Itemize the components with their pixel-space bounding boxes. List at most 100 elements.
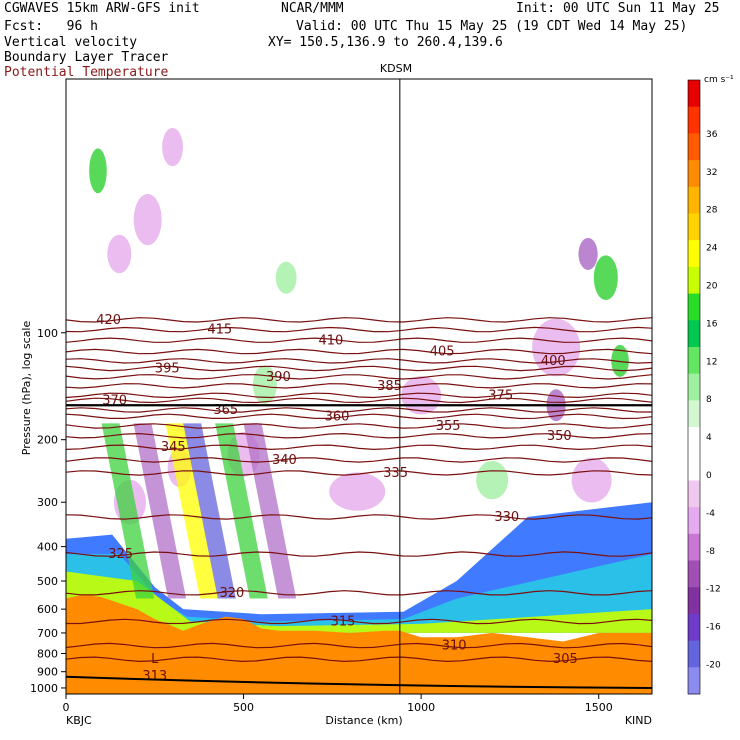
colorbar-frame — [687, 79, 701, 695]
theta-contour-400 — [66, 358, 652, 364]
theta-contour-365 — [66, 407, 652, 413]
colorbar-label--20: -20 — [706, 660, 721, 670]
theta-contour-325 — [66, 551, 652, 557]
theta-label-415: 415 — [207, 323, 232, 338]
theta-label-385: 385 — [377, 379, 402, 394]
theta-contour-415 — [66, 326, 652, 333]
y-tick-label-100: 100 — [37, 327, 58, 340]
velocity-blob-2 — [133, 193, 162, 246]
colorbar-label-20: 20 — [706, 281, 718, 291]
colorbar-swatch-15 — [688, 480, 700, 508]
colorbar-label-0: 0 — [706, 471, 712, 481]
y-tick-label-200: 200 — [37, 434, 58, 447]
colorbar-swatch-8 — [688, 293, 700, 321]
header-model: CGWAVES 15km ARW-GFS init — [4, 1, 200, 16]
x-tick-label-0: 0 — [63, 701, 70, 714]
y-axis: 100 200 300 400 500 600 700 800 900 1000 — [30, 327, 66, 695]
velocity-blob-17 — [275, 261, 297, 294]
y-axis-label: Pressure (hPa), log scale — [20, 321, 33, 456]
colorbar-label-24: 24 — [706, 244, 718, 254]
velocity-blob-0 — [89, 148, 107, 194]
theta-label-340: 340 — [272, 453, 297, 468]
theta-label-390: 390 — [266, 370, 291, 385]
y-tick-label-400: 400 — [37, 541, 58, 554]
theta-contour-350 — [66, 432, 652, 439]
theta-contour-315 — [66, 618, 652, 625]
colorbar-swatch-0 — [688, 80, 700, 108]
colorbar-swatch-11 — [688, 373, 700, 401]
x-axis: 0 500 1000 1500 — [63, 694, 613, 714]
y-tick-label-1000: 1000 — [30, 682, 58, 695]
theta-label-375: 375 — [488, 388, 513, 403]
theta-label-360: 360 — [325, 409, 350, 424]
theta-contour-320 — [66, 590, 652, 596]
colorbar-label-12: 12 — [706, 357, 717, 367]
theta-contour-395 — [66, 365, 652, 372]
velocity-blob-13 — [571, 457, 612, 503]
theta-label-315: 315 — [331, 614, 356, 629]
colorbar-label-36: 36 — [706, 130, 718, 140]
colorbar: 36 32 28 24 20 16 12 8 4 0 -4 -8 -12 -16 -20 — [687, 79, 721, 695]
colorbar-swatch-22 — [688, 667, 700, 695]
shading-layer — [66, 127, 652, 694]
colorbar-swatch-3 — [688, 160, 700, 188]
colorbar-swatch-2 — [688, 133, 700, 161]
plot-frame — [65, 78, 653, 695]
colorbar-swatch-6 — [688, 240, 700, 268]
colorbar-label-16: 16 — [706, 319, 718, 329]
wave-band-4 — [215, 423, 268, 599]
colorbar-label--12: -12 — [706, 585, 721, 595]
velocity-blob-3 — [162, 127, 183, 167]
colorbar-label--16: -16 — [706, 623, 721, 633]
x-axis-label: Distance (km) — [325, 714, 402, 727]
velocity-blob-6 — [329, 472, 386, 511]
boundary-layer-tracer-inner — [66, 554, 652, 633]
theta-contour-345 — [66, 444, 652, 451]
theta-label-395: 395 — [155, 361, 180, 376]
velocity-blob-7 — [532, 318, 581, 377]
colorbar-swatch-18 — [688, 560, 700, 588]
velocity-blob-12 — [476, 460, 509, 500]
theta-contour-385 — [66, 383, 652, 389]
theta-contour-390 — [66, 374, 652, 380]
theta-label-355: 355 — [436, 419, 461, 434]
colorbar-swatch-1 — [688, 106, 700, 134]
wave-band-1 — [133, 423, 187, 599]
ground-line — [66, 675, 652, 689]
colorbar-swatch-12 — [688, 400, 700, 428]
y-tick-label-900: 900 — [37, 666, 58, 679]
theta-contour-405 — [66, 348, 652, 355]
colorbar-swatch-9 — [688, 320, 700, 348]
theta-label-400: 400 — [541, 354, 566, 369]
x-tick-label-1500: 1500 — [585, 701, 613, 714]
velocity-blob-9 — [578, 237, 598, 270]
theta-label-310: 310 — [442, 639, 467, 654]
theta-contour-310 — [66, 642, 652, 649]
wave-band-5 — [243, 423, 297, 599]
colorbar-swatch-16 — [688, 507, 700, 535]
colorbar-swatch-4 — [688, 186, 700, 214]
theta-label-330: 330 — [494, 510, 519, 525]
theta-contour-420 — [66, 317, 652, 323]
surface-low-value: 313 — [142, 669, 167, 684]
terrain-surface — [66, 594, 652, 694]
colorbar-swatch-20 — [688, 613, 700, 642]
y-tick-label-700: 700 — [37, 627, 58, 640]
y-tick-label-600: 600 — [37, 603, 58, 616]
y-tick-label-800: 800 — [37, 648, 58, 661]
header-init: Init: 00 UTC Sun 11 May 25 — [516, 1, 720, 16]
left-endpoint-label: KBJC — [66, 714, 92, 727]
theta-contour-410 — [66, 337, 652, 343]
theta-label-405: 405 — [430, 345, 455, 360]
theta-contour-370 — [66, 397, 652, 404]
colorbar-swatch-17 — [688, 533, 700, 562]
colorbar-swatch-21 — [688, 640, 700, 668]
velocity-blob-8 — [593, 255, 618, 301]
theta-contour-360 — [66, 413, 652, 420]
theta-label-320: 320 — [219, 586, 244, 601]
y-tick-label-300: 300 — [37, 496, 58, 509]
theta-label-350: 350 — [547, 429, 572, 444]
colorbar-units: cm s⁻¹ — [704, 75, 734, 85]
colorbar-swatch-14 — [688, 453, 700, 481]
